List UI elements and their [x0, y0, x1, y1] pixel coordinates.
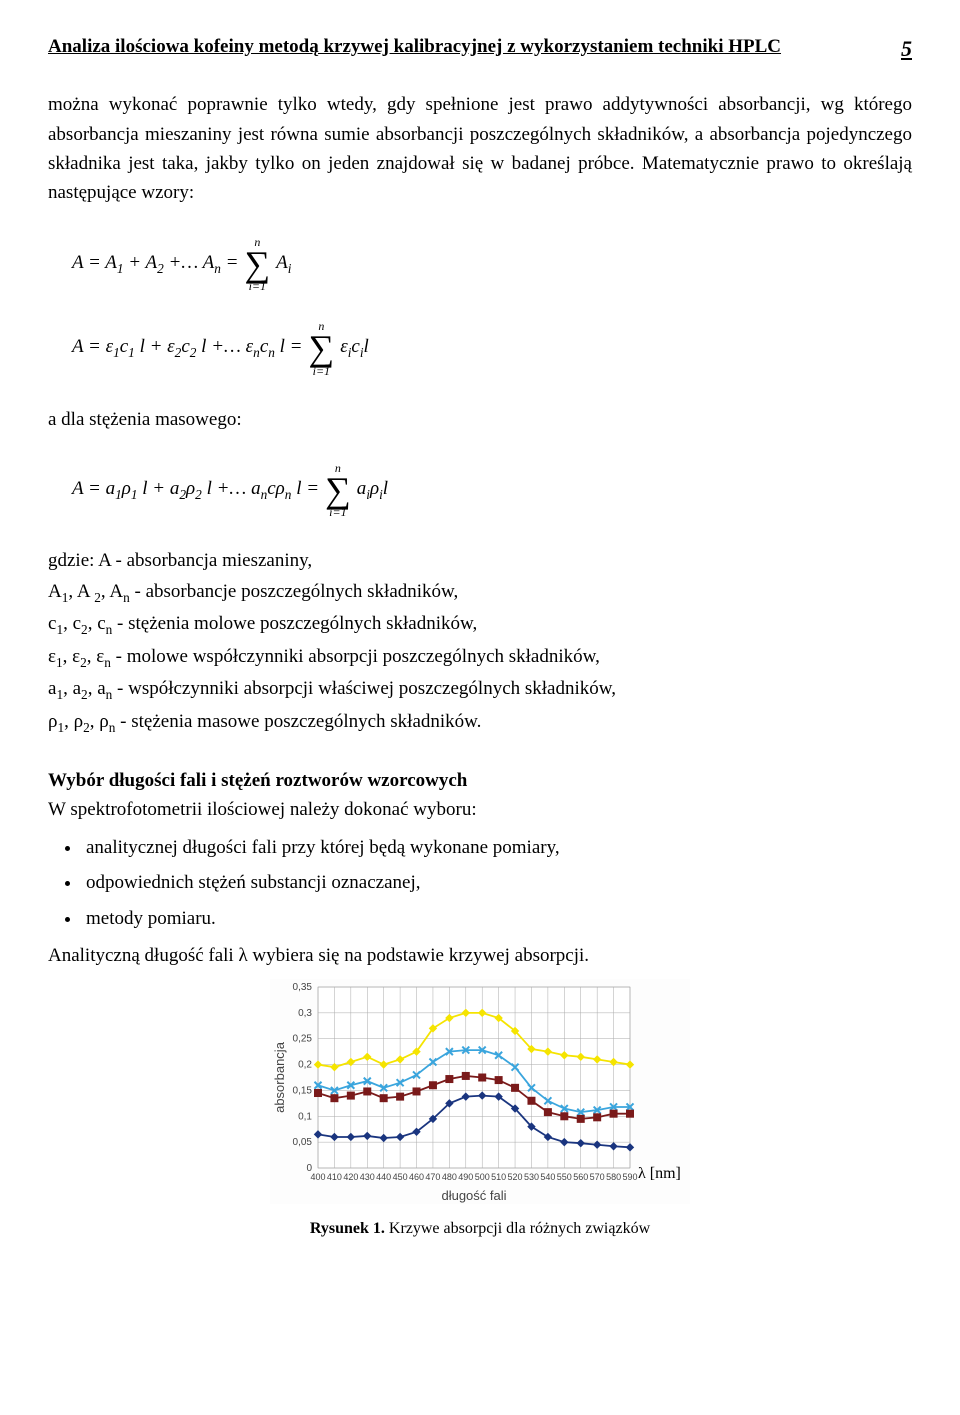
- svg-text:0,1: 0,1: [298, 1111, 312, 1122]
- formula-2: A = ε1c1 l + ε2c2 l +… εncn l = n ∑ i=1 …: [72, 320, 912, 376]
- formula-3: A = a1ρ1 l + a2ρ2 l +… ancρn l = n ∑ i=1…: [72, 462, 912, 518]
- paragraph-3: W spektrofotometrii ilościowej należy do…: [48, 795, 912, 824]
- bullet-3: metody pomiaru.: [82, 904, 912, 933]
- bullet-list: analitycznej długości fali przy której b…: [48, 833, 912, 933]
- svg-text:0,25: 0,25: [293, 1033, 313, 1044]
- section-heading: Wybór długości fali i stężeń roztworów w…: [48, 766, 912, 795]
- figure-caption: Rysunek 1. Krzywe absorpcji dla różnych …: [48, 1217, 912, 1242]
- def-rhoi: ρ1, ρ2, ρn - stężenia masowe poszczególn…: [48, 707, 912, 738]
- formula-1: A = A1 + A2 +… An = n ∑ i=1 Ai: [72, 236, 912, 292]
- svg-text:480: 480: [442, 1172, 457, 1182]
- svg-text:490: 490: [458, 1172, 473, 1182]
- def-ci: c1, c2, cn - stężenia molowe poszczególn…: [48, 609, 912, 640]
- svg-text:420: 420: [343, 1172, 358, 1182]
- svg-text:430: 430: [360, 1172, 375, 1182]
- page-header: Analiza ilościowa kofeiny metodą krzywej…: [48, 32, 912, 66]
- def-ai: a1, a2, an - współczynniki absorpcji wła…: [48, 674, 912, 705]
- svg-text:0,05: 0,05: [293, 1137, 313, 1148]
- svg-text:540: 540: [540, 1172, 555, 1182]
- def-A: gdzie: A - absorbancja mieszaniny,: [48, 546, 912, 575]
- svg-text:450: 450: [393, 1172, 408, 1182]
- svg-text:0,2: 0,2: [298, 1059, 312, 1070]
- svg-text:550: 550: [557, 1172, 572, 1182]
- def-Ai: A1, A 2, An - absorbancje poszczególnych…: [48, 577, 912, 608]
- def-ei: ε1, ε2, εn - molowe współczynniki absorp…: [48, 642, 912, 673]
- svg-text:0,35: 0,35: [293, 982, 313, 993]
- svg-text:460: 460: [409, 1172, 424, 1182]
- svg-text:580: 580: [606, 1172, 621, 1182]
- bullet-2: odpowiednich stężeń substancji oznaczane…: [82, 868, 912, 897]
- absorption-chart: 00,050,10,150,20,250,30,3540041042043044…: [270, 979, 690, 1204]
- svg-text:520: 520: [508, 1172, 523, 1182]
- svg-text:λ [nm]: λ [nm]: [638, 1165, 681, 1182]
- svg-text:500: 500: [475, 1172, 490, 1182]
- svg-text:0,15: 0,15: [293, 1085, 313, 1096]
- svg-text:560: 560: [573, 1172, 588, 1182]
- svg-text:590: 590: [622, 1172, 637, 1182]
- svg-text:absorbancja: absorbancja: [272, 1041, 287, 1113]
- header-title: Analiza ilościowa kofeiny metodą krzywej…: [48, 32, 781, 66]
- svg-text:570: 570: [590, 1172, 605, 1182]
- svg-text:440: 440: [376, 1172, 391, 1182]
- paragraph-1: można wykonać poprawnie tylko wtedy, gdy…: [48, 90, 912, 208]
- page-number: 5: [901, 32, 912, 66]
- svg-text:530: 530: [524, 1172, 539, 1182]
- svg-text:400: 400: [310, 1172, 325, 1182]
- svg-text:410: 410: [327, 1172, 342, 1182]
- svg-text:długość fali: długość fali: [441, 1188, 506, 1203]
- svg-text:470: 470: [425, 1172, 440, 1182]
- paragraph-4: Analityczną długość fali λ wybiera się n…: [48, 941, 912, 970]
- svg-text:510: 510: [491, 1172, 506, 1182]
- svg-text:0,3: 0,3: [298, 1007, 312, 1018]
- bullet-1: analitycznej długości fali przy której b…: [82, 833, 912, 862]
- paragraph-2: a dla stężenia masowego:: [48, 405, 912, 434]
